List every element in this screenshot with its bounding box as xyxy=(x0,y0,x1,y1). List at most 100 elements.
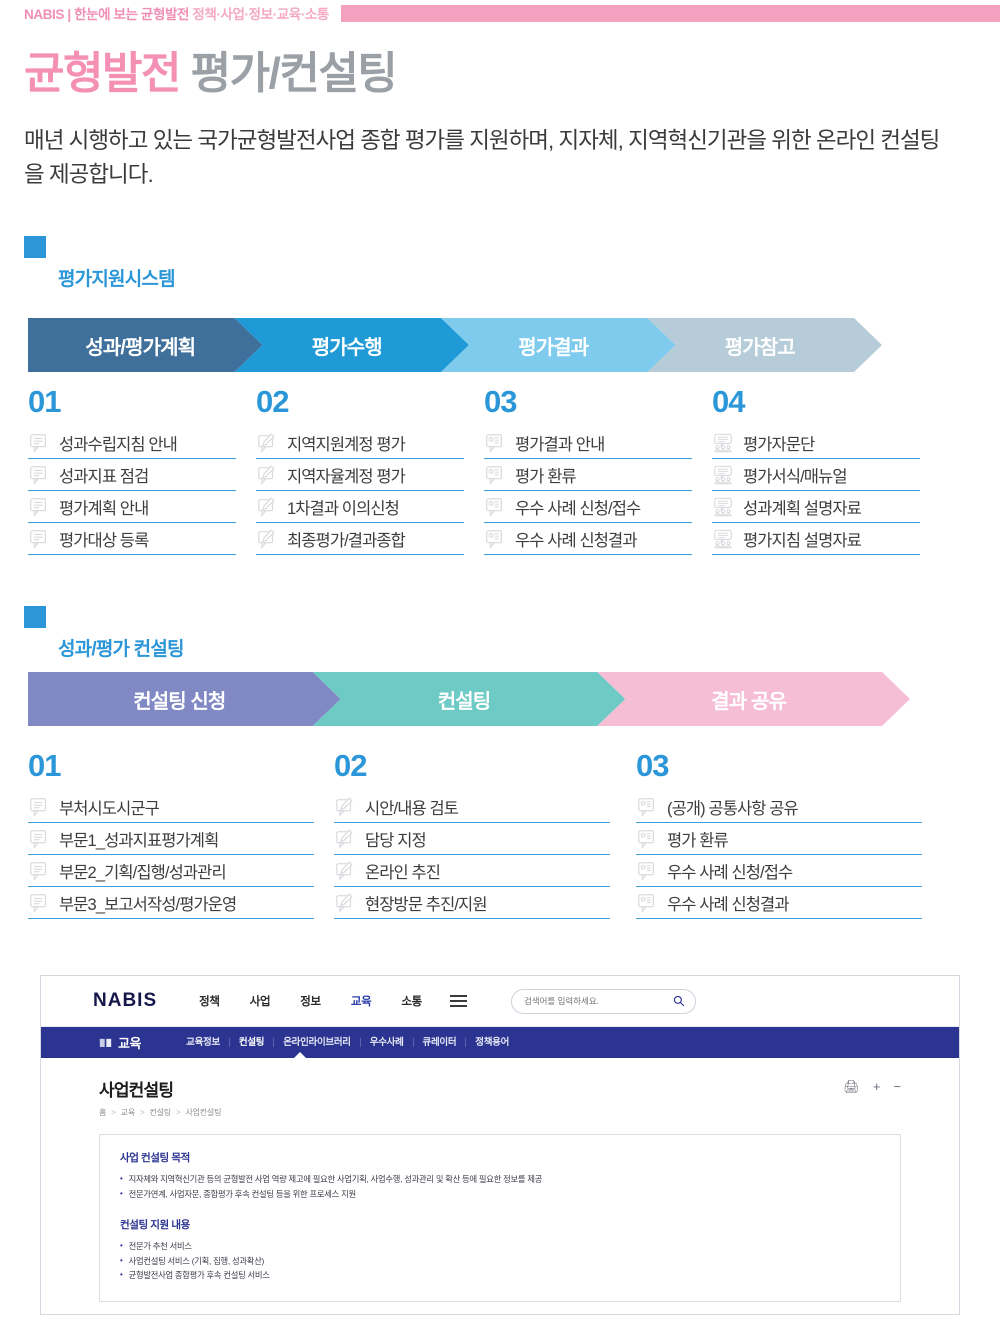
list-item[interactable]: 평가계획 안내 xyxy=(28,491,236,523)
list-item-label: 온라인 추진 xyxy=(365,863,441,882)
star-speech-icon xyxy=(484,432,506,454)
top-ribbon-accent-bar xyxy=(340,4,1000,22)
section1-heading: 평가지원시스템 xyxy=(22,236,176,291)
speech-lines-icon xyxy=(30,893,47,913)
star-speech-icon xyxy=(636,796,658,818)
mockup-subnav-link[interactable]: 온라인라이브러리 xyxy=(274,1038,361,1048)
panel-bullet-item: • 전문가 추천 서비스 xyxy=(120,1239,880,1254)
mockup-menu-item[interactable]: 정책 xyxy=(199,996,220,1008)
mockup-subnav-link[interactable]: 큐레이터 xyxy=(414,1038,467,1048)
list-item[interactable]: 평가서식/매뉴얼 xyxy=(712,459,920,491)
bullet-dot-icon: • xyxy=(120,1270,123,1280)
page-description: 매년 시행하고 있는 국가균형발전사업 종합 평가를 지원하며, 지자체, 지역… xyxy=(24,128,940,187)
top-ribbon: NABIS | 한눈에 보는 균형발전 정책·사업·정보·교육·소통 xyxy=(0,0,1000,26)
list-item[interactable]: 시안/내용 검토 xyxy=(334,791,610,823)
list-item[interactable]: 현장방문 추진/지원 xyxy=(334,887,610,919)
list-item[interactable]: 부문1_성과지표평가계획 xyxy=(28,823,314,855)
presentation-audience-icon xyxy=(714,465,732,484)
pencil-note-icon xyxy=(256,464,278,486)
flow-step-label: 결과 공유 xyxy=(711,690,786,713)
flow-step: 평가결과 xyxy=(441,318,676,372)
list-item[interactable]: 부문3_보고서작성/평가운영 xyxy=(28,887,314,919)
speech-lines-icon xyxy=(28,796,50,818)
subnav-title-label: 교육 xyxy=(118,1036,142,1051)
pencil-note-icon xyxy=(258,464,275,485)
list-item[interactable]: 부처시도시군구 xyxy=(28,791,314,823)
mockup-menu-item[interactable]: 정보 xyxy=(300,996,321,1008)
list-item[interactable]: 우수 사례 신청결과 xyxy=(636,887,922,919)
hamburger-icon[interactable] xyxy=(449,992,467,1010)
mockup-subnav-link[interactable]: 정책용어 xyxy=(475,1036,510,1048)
flow-step-label: 컨설팅 xyxy=(437,690,491,713)
breadcrumb-separator: > xyxy=(175,1108,181,1117)
star-speech-icon xyxy=(636,892,658,914)
mockup-menu-item[interactable]: 소통 xyxy=(401,996,422,1008)
mockup-subnav-link[interactable]: 컨설팅 xyxy=(230,1038,275,1048)
list-item[interactable]: 성과수립지침 안내 xyxy=(28,427,236,459)
list-item-label: 현장방문 추진/지원 xyxy=(365,895,488,914)
pencil-note-icon xyxy=(334,828,356,850)
star-speech-icon xyxy=(486,433,503,453)
list-item[interactable]: 최종평가/결과종합 xyxy=(256,523,464,555)
list-item[interactable]: 평가대상 등록 xyxy=(28,523,236,555)
mockup-logo[interactable]: NABIS xyxy=(93,990,158,1011)
column-number: 01 xyxy=(28,748,61,783)
list-item[interactable]: 우수 사례 신청/접수 xyxy=(636,855,922,887)
list-item[interactable]: 성과지표 점검 xyxy=(28,459,236,491)
pencil-note-icon xyxy=(334,860,356,882)
list-item[interactable]: 성과계획 설명자료 xyxy=(712,491,920,523)
list-item[interactable]: 담당 지정 xyxy=(334,823,610,855)
list-item[interactable]: 평가 환류 xyxy=(484,459,692,491)
mockup-subnav-link[interactable]: 교육정보 xyxy=(177,1038,230,1048)
list-item-label: 우수 사례 신청/접수 xyxy=(515,499,641,518)
mockup-page-title: 사업컨설팅 xyxy=(99,1081,174,1100)
pencil-note-icon xyxy=(336,828,353,849)
list-item[interactable]: 지역자율계정 평가 xyxy=(256,459,464,491)
list-item[interactable]: 우수 사례 신청결과 xyxy=(484,523,692,555)
list-item[interactable]: 평가결과 안내 xyxy=(484,427,692,459)
list-item[interactable]: 평가 환류 xyxy=(636,823,922,855)
list-item-label: 지역지원계정 평가 xyxy=(287,435,406,454)
brand-menu-list: 정책·사업·정보·교육·소통 xyxy=(192,7,329,22)
star-speech-icon xyxy=(636,860,658,882)
panel-bullet-text: 지자체와 지역혁신기관 등의 균형발전 사업 역량 제고에 필요한 사업기획, … xyxy=(128,1174,543,1184)
breadcrumb-item[interactable]: 사업컨설팅 xyxy=(185,1108,222,1117)
list-item-label: 최종평가/결과종합 xyxy=(287,531,406,550)
list-item[interactable]: 부문2_기획/집행/성과관리 xyxy=(28,855,314,887)
list-item[interactable]: 평가지침 설명자료 xyxy=(712,523,920,555)
star-speech-icon xyxy=(486,497,503,517)
list-item[interactable]: 지역지원계정 평가 xyxy=(256,427,464,459)
zoom-in-button[interactable]: + xyxy=(872,1079,881,1094)
presentation-audience-icon xyxy=(712,432,734,454)
list-item-label: 평가 환류 xyxy=(667,831,729,850)
page-title: 균형발전 평가/컨설팅 xyxy=(24,49,398,98)
list-item-label: 우수 사례 신청결과 xyxy=(667,895,790,914)
breadcrumb-item[interactable]: 홈 xyxy=(99,1108,107,1117)
star-speech-icon xyxy=(636,828,658,850)
search-icon[interactable] xyxy=(673,995,685,1007)
list-item[interactable]: 온라인 추진 xyxy=(334,855,610,887)
zoom-out-button[interactable]: − xyxy=(893,1079,901,1094)
section2-heading: 성과/평가 컨설팅 xyxy=(22,606,185,661)
list-item[interactable]: (공개) 공통사항 공유 xyxy=(636,791,922,823)
subnav-active-caret xyxy=(293,1052,307,1059)
mockup-subnav-links: 교육정보 컨설팅 온라인라이브러리 우수사례 큐레이터 정책용어 xyxy=(177,1038,518,1048)
print-icon[interactable]: 🖨 xyxy=(843,1079,860,1094)
breadcrumb-item[interactable]: 컨설팅 xyxy=(149,1108,171,1117)
speech-lines-icon xyxy=(30,497,47,517)
mockup-menu-item[interactable]: 교육 xyxy=(350,996,372,1008)
list-item-label: 우수 사례 신청/접수 xyxy=(667,863,793,882)
list-item[interactable]: 우수 사례 신청/접수 xyxy=(484,491,692,523)
mockup-search-box[interactable] xyxy=(510,988,696,1014)
section1-column-04: 04 평가자문단 평가서식/매뉴얼 성과계획 설명자료 xyxy=(712,386,920,555)
mockup-menu-item[interactable]: 사업 xyxy=(249,996,271,1008)
list-item[interactable]: 1차결과 이의신청 xyxy=(256,491,464,523)
breadcrumb-separator: > xyxy=(111,1108,116,1117)
breadcrumb-item[interactable]: 교육 xyxy=(120,1108,136,1117)
list-item[interactable]: 평가자문단 xyxy=(712,427,920,459)
list-item-label: 평가계획 안내 xyxy=(59,499,149,518)
list-item-label: 성과지표 점검 xyxy=(59,467,149,486)
list-item-label: 성과수립지침 안내 xyxy=(59,435,178,454)
mockup-subnav-link[interactable]: 우수사례 xyxy=(361,1038,414,1048)
search-input[interactable] xyxy=(521,995,673,1007)
